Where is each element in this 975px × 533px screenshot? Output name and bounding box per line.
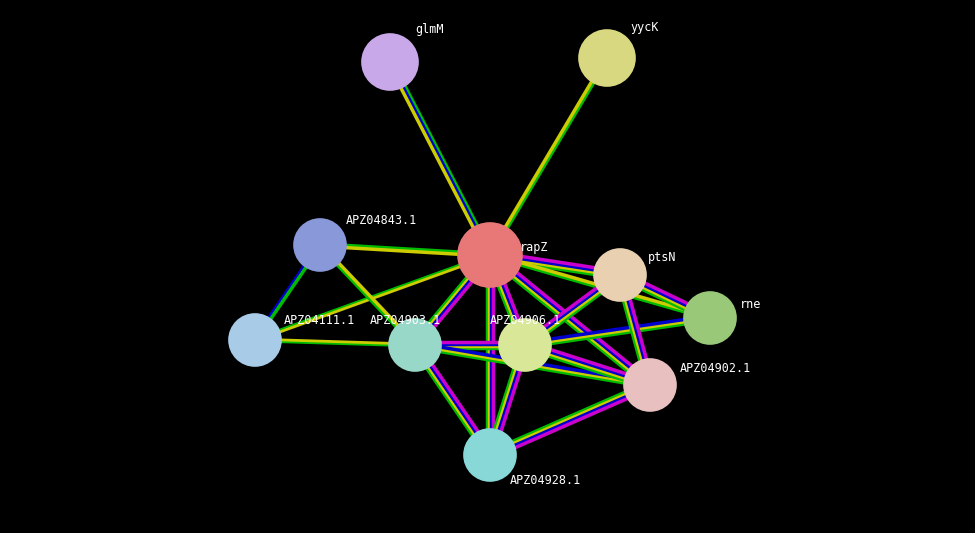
Text: APZ04928.1: APZ04928.1 xyxy=(510,473,581,487)
Text: APZ04843.1: APZ04843.1 xyxy=(346,214,417,227)
Text: glmM: glmM xyxy=(415,23,444,36)
Text: APZ04906.1: APZ04906.1 xyxy=(490,313,562,327)
Circle shape xyxy=(579,30,635,86)
Circle shape xyxy=(499,319,551,371)
Circle shape xyxy=(464,429,516,481)
Circle shape xyxy=(229,314,281,366)
Text: APZ04111.1: APZ04111.1 xyxy=(284,313,355,327)
Text: APZ04902.1: APZ04902.1 xyxy=(680,361,752,375)
Circle shape xyxy=(624,359,676,411)
Circle shape xyxy=(294,219,346,271)
Circle shape xyxy=(594,249,646,301)
Circle shape xyxy=(362,34,418,90)
Circle shape xyxy=(684,292,736,344)
Text: ptsN: ptsN xyxy=(648,252,677,264)
Text: rne: rne xyxy=(740,298,761,311)
Text: APZ04903.1: APZ04903.1 xyxy=(370,313,442,327)
Circle shape xyxy=(458,223,522,287)
Text: yycK: yycK xyxy=(630,21,658,35)
Circle shape xyxy=(389,319,441,371)
Text: rapZ: rapZ xyxy=(520,241,549,254)
